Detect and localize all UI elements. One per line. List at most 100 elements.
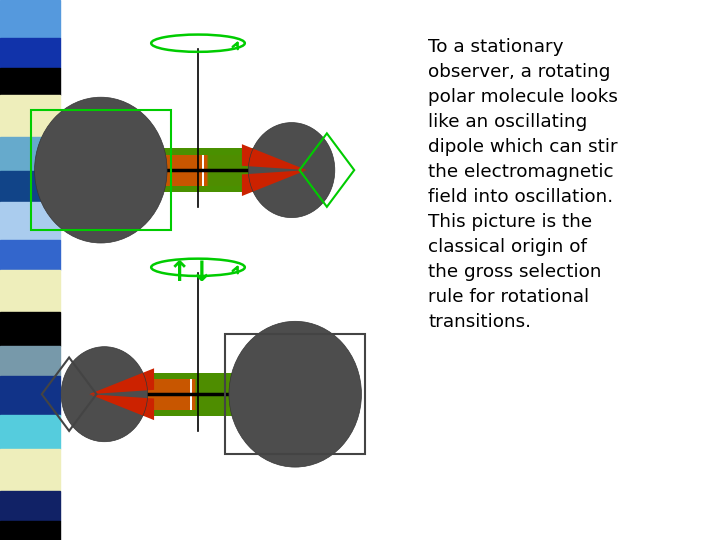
Ellipse shape <box>39 102 161 237</box>
Ellipse shape <box>230 323 359 465</box>
Ellipse shape <box>254 129 328 210</box>
Ellipse shape <box>88 158 94 165</box>
Bar <box>125 373 168 416</box>
Ellipse shape <box>232 325 358 463</box>
Bar <box>138 148 169 192</box>
Ellipse shape <box>284 384 287 388</box>
Bar <box>207 148 218 192</box>
Ellipse shape <box>85 155 99 170</box>
Ellipse shape <box>84 153 100 172</box>
Bar <box>126 373 183 416</box>
Bar <box>0 201 60 240</box>
Ellipse shape <box>278 156 295 175</box>
Ellipse shape <box>282 382 289 389</box>
Ellipse shape <box>65 351 143 436</box>
Bar <box>207 148 209 192</box>
Ellipse shape <box>282 160 290 170</box>
Ellipse shape <box>57 123 137 211</box>
Bar <box>208 148 256 192</box>
Bar <box>125 373 140 416</box>
Ellipse shape <box>264 140 314 195</box>
Bar <box>122 373 262 379</box>
Bar <box>195 373 227 416</box>
Ellipse shape <box>259 135 320 201</box>
Bar <box>196 373 234 416</box>
Bar <box>0 0 60 38</box>
Ellipse shape <box>87 376 113 404</box>
Bar <box>125 373 133 416</box>
Ellipse shape <box>81 370 120 413</box>
Bar <box>0 69 60 95</box>
Bar <box>195 373 222 416</box>
Ellipse shape <box>238 331 350 455</box>
Ellipse shape <box>264 361 314 416</box>
Ellipse shape <box>251 347 331 435</box>
Bar <box>208 148 246 192</box>
Bar <box>137 148 153 192</box>
Bar <box>0 376 60 415</box>
Ellipse shape <box>248 344 335 438</box>
Ellipse shape <box>80 148 106 178</box>
Polygon shape <box>242 170 307 196</box>
Ellipse shape <box>236 329 352 457</box>
Ellipse shape <box>66 132 125 198</box>
Bar <box>194 373 202 416</box>
Bar <box>196 373 239 416</box>
Bar <box>0 449 60 490</box>
Bar <box>209 148 272 192</box>
Ellipse shape <box>263 139 315 197</box>
Bar <box>125 373 164 416</box>
Ellipse shape <box>266 144 310 191</box>
Ellipse shape <box>279 157 294 174</box>
Ellipse shape <box>74 361 130 423</box>
Bar <box>125 373 148 416</box>
Bar <box>137 148 148 192</box>
Bar <box>125 373 152 416</box>
Ellipse shape <box>256 132 323 206</box>
Ellipse shape <box>281 381 291 392</box>
Ellipse shape <box>251 126 331 214</box>
Ellipse shape <box>92 382 105 396</box>
Ellipse shape <box>78 147 108 180</box>
Bar <box>126 373 187 416</box>
Bar <box>208 148 248 192</box>
Bar <box>209 148 267 192</box>
Bar <box>208 148 261 192</box>
Ellipse shape <box>249 124 333 217</box>
Bar <box>207 148 223 192</box>
Bar <box>126 373 178 416</box>
Ellipse shape <box>273 151 301 181</box>
Bar <box>196 373 232 416</box>
Bar <box>196 373 246 416</box>
Ellipse shape <box>81 369 122 414</box>
Bar <box>126 373 185 416</box>
Ellipse shape <box>94 383 104 395</box>
Ellipse shape <box>263 360 316 418</box>
Ellipse shape <box>274 152 300 180</box>
Ellipse shape <box>276 376 297 397</box>
Ellipse shape <box>74 142 114 186</box>
Bar <box>197 373 253 416</box>
Bar <box>0 312 60 346</box>
Bar <box>0 240 60 270</box>
Ellipse shape <box>78 366 125 418</box>
Ellipse shape <box>55 122 138 212</box>
Bar <box>138 148 181 192</box>
Ellipse shape <box>275 153 299 179</box>
Ellipse shape <box>283 163 287 167</box>
Ellipse shape <box>76 144 112 184</box>
Ellipse shape <box>269 366 308 410</box>
Ellipse shape <box>64 350 144 438</box>
Ellipse shape <box>58 124 135 208</box>
Bar <box>138 148 179 192</box>
Ellipse shape <box>256 131 325 207</box>
Bar <box>197 373 255 416</box>
Ellipse shape <box>265 141 312 194</box>
Bar <box>138 148 183 192</box>
Bar <box>196 373 241 416</box>
Ellipse shape <box>235 328 354 459</box>
Bar <box>225 334 365 454</box>
Bar <box>204 148 207 192</box>
Ellipse shape <box>273 371 302 404</box>
Bar <box>138 148 176 192</box>
